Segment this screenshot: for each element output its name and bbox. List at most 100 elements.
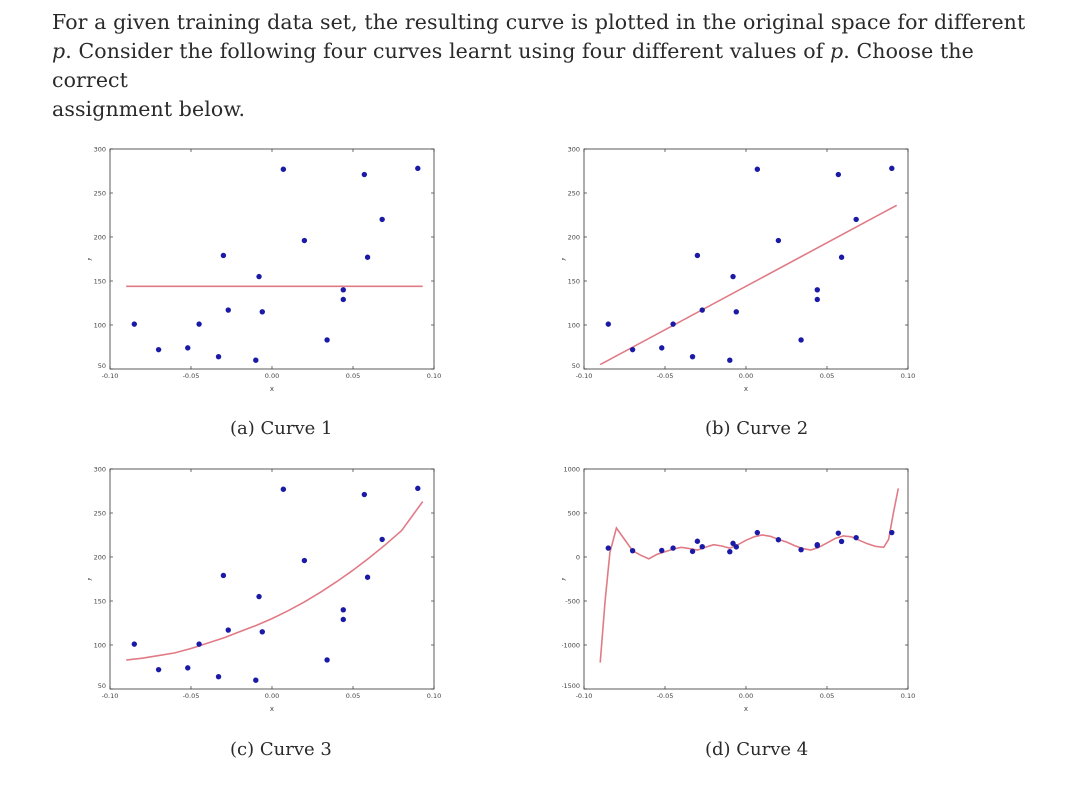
y-tick-label: -500 <box>565 598 580 606</box>
x-axis-label: x <box>270 385 274 393</box>
data-point <box>185 345 191 351</box>
data-point <box>629 346 636 353</box>
data-point <box>220 252 227 259</box>
x-tick-label: -0.10 <box>576 692 593 700</box>
y-axis-label: y <box>88 257 92 261</box>
y-tick-label: 150 <box>94 278 106 286</box>
y-tick-label: 200 <box>94 554 106 562</box>
x-tick-label: -0.10 <box>576 372 593 380</box>
data-point <box>889 529 895 536</box>
data-point <box>324 657 330 663</box>
data-point <box>301 557 308 564</box>
x-tick-label: 0.00 <box>265 372 279 380</box>
data-point <box>775 237 782 244</box>
x-tick-label: 0.05 <box>346 692 360 700</box>
data-point <box>280 486 287 492</box>
chart-curve-3: -0.10 -0.05 0.00 0.05 0.10 50 100 150 200 250 300 x… <box>84 465 488 765</box>
data-point <box>754 529 761 536</box>
y-tick-label: 500 <box>568 510 580 518</box>
data-point <box>215 353 222 360</box>
x-tick-label: -0.10 <box>102 692 119 700</box>
x-tick-label: 0.00 <box>739 692 753 700</box>
data-point <box>775 537 782 543</box>
y-tick-label: 100 <box>94 642 106 650</box>
data-point <box>215 673 222 680</box>
data-point <box>415 485 421 492</box>
data-point <box>699 307 705 313</box>
data-point <box>225 627 231 633</box>
data-point <box>259 629 265 635</box>
data-point <box>689 353 696 360</box>
plot-frame <box>109 148 435 370</box>
chart-curve-3-svg: -0.10 -0.05 0.00 0.05 0.10 50 100 150 200 250 300 x… <box>84 466 441 714</box>
question-text: For a given training data set, the resul… <box>52 8 1052 124</box>
plot-frame <box>583 148 909 370</box>
chart-curve-2-svg: -0.10 -0.05 0.00 0.05 0.10 50 100 150 200 250 300 x… <box>558 146 915 394</box>
data-point <box>379 536 385 543</box>
caption-curve-2: (b) Curve 2 <box>705 418 809 439</box>
plot-frame <box>109 468 435 690</box>
data-point <box>835 171 842 178</box>
data-point <box>340 287 346 293</box>
data-point <box>131 641 137 647</box>
data-point <box>814 542 820 549</box>
data-point <box>259 309 265 315</box>
data-point <box>280 166 287 172</box>
x-tick-label: 0.05 <box>820 692 834 700</box>
x-tick-label: -0.05 <box>657 372 674 380</box>
y-tick-label: 200 <box>94 234 106 242</box>
question-line-3: assignment below. <box>52 97 246 121</box>
chart-curve-4-svg: -0.10 -0.05 0.00 0.05 0.10 -1500 -1000 -500 0 500… <box>558 466 915 714</box>
data-point <box>253 357 259 363</box>
data-point <box>670 321 676 327</box>
x-tick-label: 0.10 <box>901 372 915 380</box>
x-tick-label: 0.10 <box>427 372 441 380</box>
data-point <box>256 593 262 600</box>
y-tick-label: 250 <box>94 510 106 518</box>
x-tick-label: -0.05 <box>657 692 674 700</box>
data-point <box>694 538 701 544</box>
data-point <box>415 165 421 172</box>
data-point <box>853 534 859 541</box>
x-axis-label: x <box>744 705 748 713</box>
data-point <box>694 252 701 259</box>
data-point <box>853 216 859 223</box>
data-point <box>196 641 202 647</box>
variable-p-2: p <box>830 39 844 63</box>
data-point <box>798 546 804 553</box>
data-point <box>727 357 733 363</box>
y-tick-label: 1000 <box>563 466 580 474</box>
y-tick-label: 200 <box>568 234 580 242</box>
question-line-2-text: . Consider the following four curves lea… <box>65 39 831 63</box>
x-tick-label: 0.05 <box>820 372 834 380</box>
y-tick-label: 50 <box>572 362 580 370</box>
chart-curve-1: -0.10 -0.05 0.00 0.05 0.10 50 100 150 200 250 300 x… <box>84 145 488 445</box>
y-tick-label: 300 <box>94 146 106 154</box>
y-tick-label: 150 <box>568 278 580 286</box>
chart-curve-2: -0.10 -0.05 0.00 0.05 0.10 50 100 150 200 250 300 x… <box>558 145 962 445</box>
data-point <box>659 345 665 351</box>
x-tick-label: 0.10 <box>901 692 915 700</box>
data-point <box>730 540 736 547</box>
y-tick-label: 250 <box>568 190 580 198</box>
data-point <box>324 337 330 343</box>
data-point <box>379 216 385 223</box>
fitted-curve <box>599 204 898 366</box>
caption-curve-1: (a) Curve 1 <box>230 418 333 439</box>
y-tick-label: 100 <box>94 322 106 330</box>
x-tick-label: 0.10 <box>427 692 441 700</box>
data-point <box>659 547 665 554</box>
x-tick-label: 0.00 <box>739 372 753 380</box>
y-tick-label: 300 <box>568 146 580 154</box>
data-point <box>814 296 820 303</box>
question-line-2-end: . Choose the correct <box>52 39 974 92</box>
data-point <box>629 547 636 554</box>
data-point <box>256 273 262 280</box>
x-tick-label: -0.05 <box>183 692 200 700</box>
x-axis-label: x <box>744 385 748 393</box>
data-point <box>340 616 346 623</box>
y-axis-label: y <box>562 577 566 581</box>
y-tick-label: 50 <box>98 362 106 370</box>
data-point <box>689 548 696 555</box>
data-point <box>220 572 227 579</box>
